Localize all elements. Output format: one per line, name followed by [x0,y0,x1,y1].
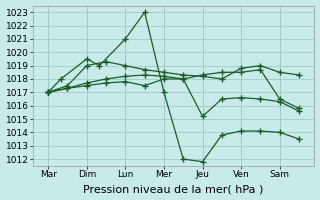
X-axis label: Pression niveau de la mer( hPa ): Pression niveau de la mer( hPa ) [84,184,264,194]
